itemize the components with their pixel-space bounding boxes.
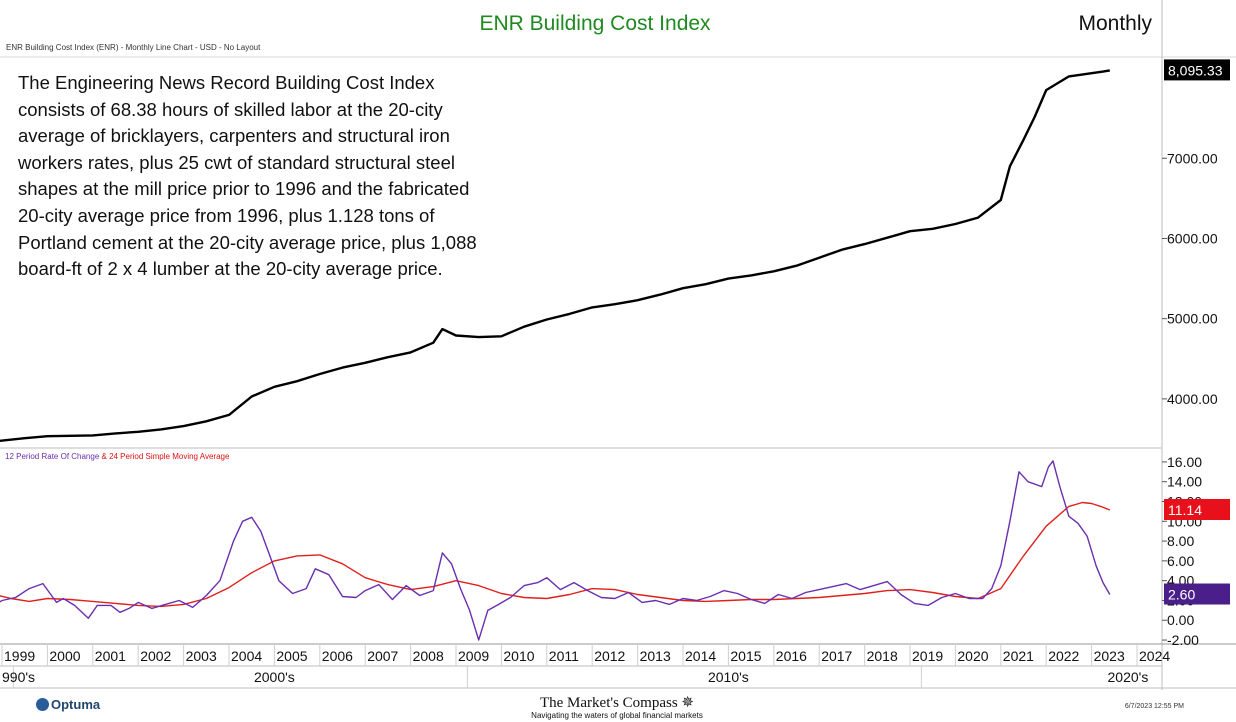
year-label: 2013 (640, 648, 671, 664)
decade-label: 990's (2, 669, 35, 685)
description-line: shapes at the mill price prior to 1996 a… (18, 178, 470, 200)
description-line: average of bricklayers, carpenters and s… (18, 125, 450, 147)
brand-name: The Market's Compass (539, 695, 678, 711)
decade-label: 2000's (254, 669, 295, 685)
y-tick-label: 14.00 (1167, 474, 1202, 490)
legend-joiner: & (99, 452, 110, 461)
decade-dividers: 990's 2000's 2010's 2020's (2, 666, 1148, 688)
year-label: 2019 (912, 648, 943, 664)
brand-block: The Market's Compass ✵ Navigating the wa… (470, 693, 764, 720)
decade-label: 2020's (1108, 669, 1149, 685)
y-tick-label: 16.00 (1167, 454, 1202, 470)
y-tick-label: 0.00 (1167, 612, 1194, 628)
price-last-value-badge-text: 8,095.33 (1168, 62, 1223, 78)
y-tick-label: 8.00 (1167, 533, 1194, 549)
optuma-logo: Optuma (36, 697, 100, 712)
year-label: 2017 (821, 648, 852, 664)
indicator-legend: 12 Period Rate Of Change & 24 Period Sim… (5, 452, 229, 461)
decade-label: 2010's (708, 669, 749, 685)
year-label: 2022 (1048, 648, 1079, 664)
chart-title: ENR Building Cost Index (479, 12, 711, 35)
year-label: 2009 (458, 648, 489, 664)
optuma-icon (36, 698, 49, 711)
optuma-label: Optuma (51, 697, 101, 712)
sma-legend-label: 24 Period Simple Moving Average (109, 452, 230, 461)
year-label: 2014 (685, 648, 716, 664)
year-label: 2015 (730, 648, 761, 664)
compass-icon: ✵ (681, 695, 694, 711)
y-tick-label: 4000.00 (1167, 391, 1218, 407)
year-label: 2021 (1003, 648, 1034, 664)
description-line: 20-city average price from 1996, plus 1.… (18, 204, 435, 226)
x-axis-years: 1999 2000 2001 2002 2003 2004 2005 2006 2007 2008… (1, 644, 1170, 666)
roc-last-value-badge: 2.60 (1164, 583, 1230, 605)
y-tick-label: 5000.00 (1167, 311, 1218, 327)
upper-y-axis: 4000.00 5000.00 6000.00 7000.00 (1162, 150, 1218, 407)
sma-line (0, 501, 1111, 608)
description-line: consists of 68.38 hours of skilled labor… (18, 98, 443, 120)
year-label: 2005 (276, 648, 307, 664)
roc-last-value-badge-text: 2.60 (1168, 587, 1195, 603)
roc-line (0, 460, 1111, 641)
index-description: The Engineering News Record Building Cos… (18, 70, 513, 283)
year-label: 2001 (95, 648, 126, 664)
value-badges: 8,095.33 11.14 2.60 (1164, 59, 1230, 605)
roc-legend-label: 12 Period Rate Of Change (5, 452, 100, 461)
description-line: board-ft of 2 x 4 lumber at the 20-city … (18, 258, 443, 280)
lower-y-axis: -2.000.002.004.006.008.0010.0012.0014.00… (1162, 454, 1202, 648)
period-label: Monthly (1078, 12, 1152, 35)
sma-last-value-badge: 11.14 (1164, 498, 1230, 520)
year-label: 2020 (957, 648, 988, 664)
year-label: 2006 (322, 648, 353, 664)
year-label: 2011 (549, 648, 579, 664)
year-label: 2012 (594, 648, 625, 664)
year-label: 2002 (140, 648, 171, 664)
description-line: workers rates, plus 25 cwt of standard s… (18, 151, 455, 173)
price-line (0, 69, 1111, 443)
y-tick-label: 6.00 (1167, 553, 1194, 569)
description-line: The Engineering News Record Building Cos… (18, 72, 435, 93)
y-tick-label: -2.00 (1167, 632, 1199, 648)
year-label: 2003 (186, 648, 217, 664)
year-label: 2010 (503, 648, 534, 664)
price-last-value-badge: 8,095.33 (1164, 59, 1230, 81)
year-label: 2004 (231, 648, 262, 664)
year-label: 1999 (4, 648, 35, 664)
chart-subheading: ENR Building Cost Index (ENR) - Monthly … (6, 43, 261, 52)
year-label: 2007 (367, 648, 398, 664)
brand-tagline: Navigating the waters of global financia… (531, 711, 703, 720)
year-label: 2016 (776, 648, 807, 664)
sma-last-value-badge-text: 11.14 (1168, 502, 1202, 518)
description-line: Portland cement at the 20-city average p… (18, 231, 477, 253)
y-tick-label: 6000.00 (1167, 230, 1218, 246)
year-label: 2024 (1139, 648, 1170, 664)
year-label: 2023 (1094, 648, 1125, 664)
year-label: 2018 (867, 648, 898, 664)
timestamp: 6/7/2023 12:55 PM (1124, 703, 1184, 710)
series-layer (0, 69, 1111, 641)
year-label: 2000 (49, 648, 80, 664)
y-tick-label: 7000.00 (1167, 150, 1218, 166)
year-label: 2008 (413, 648, 444, 664)
